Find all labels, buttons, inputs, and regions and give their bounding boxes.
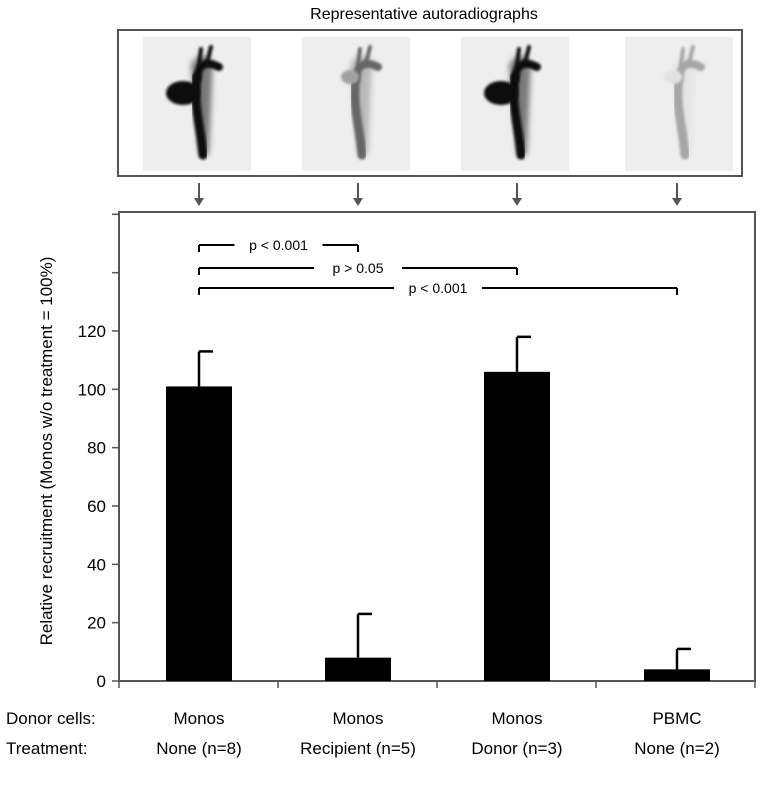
- blot-branches: [356, 45, 372, 67]
- y-tick-label: 20: [87, 614, 106, 633]
- autoradiograph-images: [143, 37, 733, 171]
- p-value-label: p < 0.001: [409, 280, 468, 296]
- y-axis-label: Relative recruitment (Monos w/o treatmen…: [37, 257, 56, 646]
- p-value-label: p > 0.05: [333, 260, 384, 276]
- blot-root-signal: [341, 70, 359, 84]
- category-treatment-2: Recipient (n=5): [300, 739, 416, 758]
- comparison-2: p > 0.05: [198, 260, 518, 276]
- category-donor-cells-3: Monos: [491, 709, 542, 728]
- y-tick-label: 80: [87, 439, 106, 458]
- arrow-head-2: [353, 198, 363, 206]
- blot-arch: [511, 60, 541, 83]
- y-tick-label: 100: [78, 380, 106, 399]
- y-tick-label: 40: [87, 555, 106, 574]
- blot-vessel: [673, 72, 690, 160]
- y-tick-label: 60: [87, 497, 106, 516]
- arrow-head-1: [194, 198, 204, 206]
- autoradiograph-2: [302, 37, 410, 171]
- x-axis-labels: Donor cells: Treatment: Monos None (n=8) M…: [6, 709, 720, 758]
- autoradiograph-4: [625, 37, 733, 171]
- category-donor-cells-2: Monos: [332, 709, 383, 728]
- category-treatment-4: None (n=2): [634, 739, 720, 758]
- row-label-donor-cells: Donor cells:: [6, 709, 96, 728]
- y-tick-label: 120: [78, 322, 106, 341]
- error-bars: [197, 335, 691, 670]
- blot-root-signal: [166, 81, 200, 105]
- blot-branches: [515, 45, 531, 67]
- blot-vessel: [191, 72, 208, 160]
- row-label-treatment: Treatment:: [6, 739, 88, 758]
- arrow-head-4: [672, 198, 682, 206]
- p-value-label: p < 0.001: [249, 237, 308, 253]
- comparison-1: p < 0.001: [198, 237, 359, 253]
- blot-root-signal: [484, 81, 518, 105]
- category-treatment-1: None (n=8): [156, 739, 242, 758]
- autoradiograph-title: Representative autoradiographs: [310, 6, 538, 23]
- blot-branches: [679, 45, 695, 67]
- significance-brackets: p < 0.001 p > 0.05 p < 0.001: [198, 237, 678, 296]
- autoradiograph-3: [461, 37, 569, 171]
- blot-vessel: [350, 72, 367, 160]
- autoradiograph-1: [143, 37, 251, 171]
- category-donor-cells-1: Monos: [173, 709, 224, 728]
- category-donor-cells-4: PBMC: [652, 709, 701, 728]
- category-treatment-3: Donor (n=3): [471, 739, 562, 758]
- comparison-3: p < 0.001: [198, 280, 678, 296]
- bar-3: [484, 371, 550, 681]
- blot-branches: [197, 45, 213, 67]
- arrow-head-3: [512, 198, 522, 206]
- bars: [166, 371, 710, 681]
- y-axis: 0 20 40 60 80 100 120: [78, 213, 756, 691]
- bar-2: [325, 657, 391, 681]
- bar-1: [166, 386, 232, 681]
- blot-arch: [193, 60, 223, 83]
- blot-root-signal: [664, 70, 682, 84]
- blot-vessel: [509, 72, 526, 160]
- bar-4: [644, 669, 710, 681]
- y-tick-label: 0: [97, 672, 106, 691]
- arrows: [194, 183, 682, 206]
